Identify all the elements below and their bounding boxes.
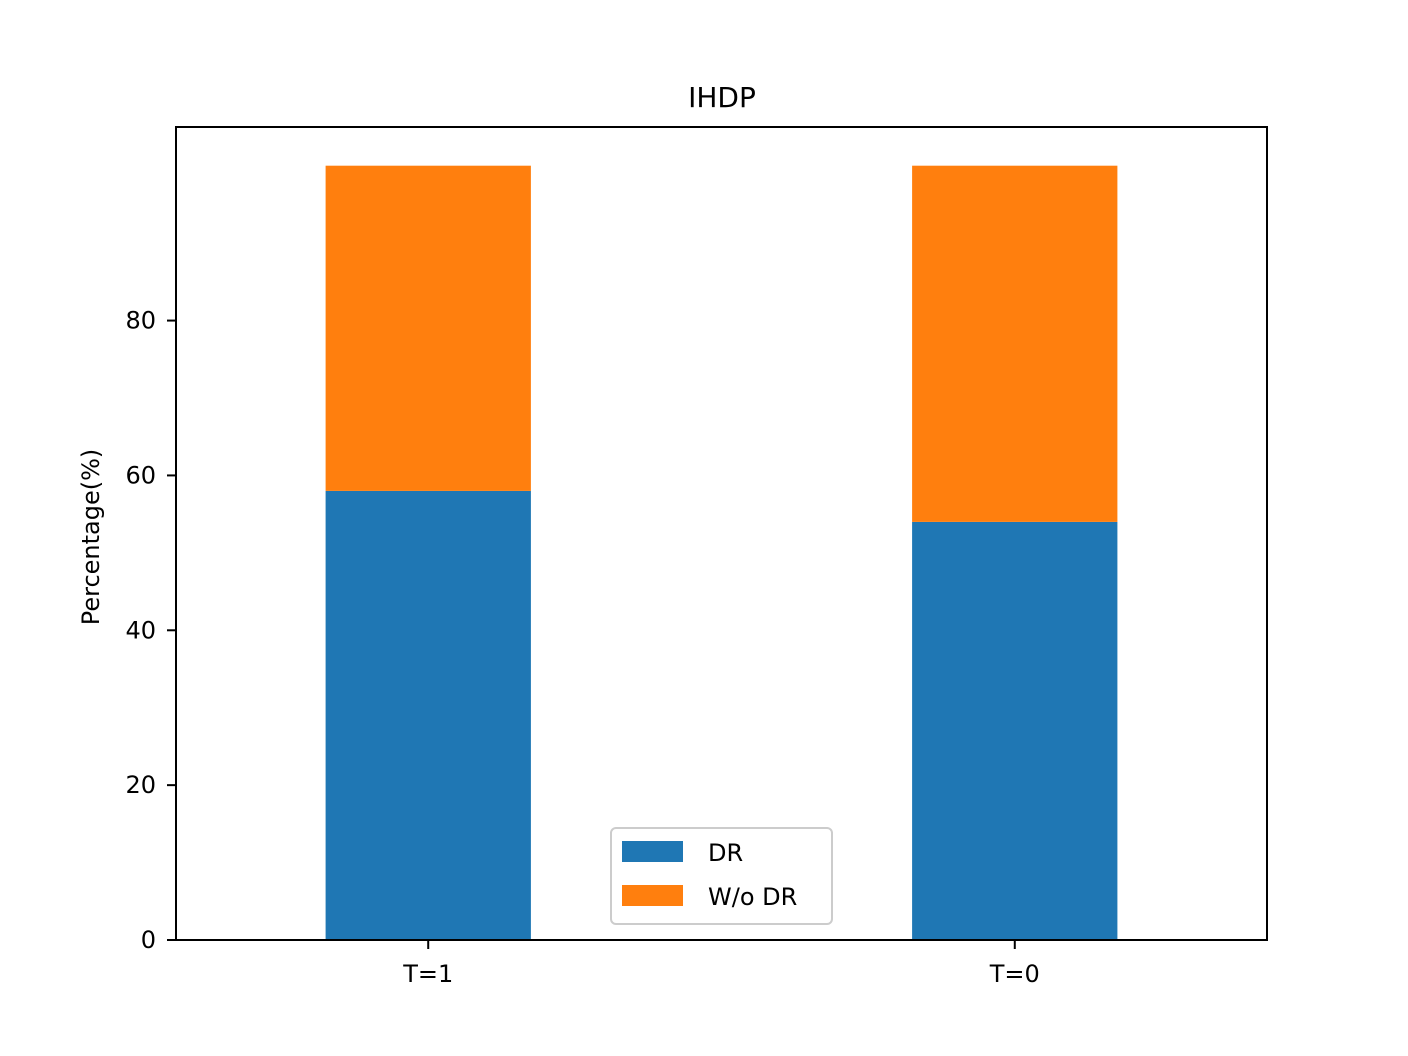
legend: DR W/o DR — [610, 827, 833, 925]
chart-title: IHDP — [688, 81, 756, 114]
bar-w-o-dr-t-1 — [325, 165, 531, 491]
y-tick-label: 40 — [125, 616, 156, 644]
bars-group — [325, 165, 1118, 940]
y-axis-label: Percentage(%) — [77, 449, 105, 626]
bar-dr-t-1 — [325, 490, 531, 940]
y-axis: 0 20 40 60 80 — [125, 307, 176, 954]
y-tick-label: 80 — [125, 307, 156, 335]
bar-w-o-dr-t-0 — [912, 165, 1118, 522]
x-tick-label: T=1 — [402, 960, 453, 988]
legend-label: W/o DR — [708, 883, 797, 911]
x-tick-label: T=0 — [989, 960, 1040, 988]
legend-swatch — [622, 841, 683, 862]
plot-frame — [175, 126, 1268, 941]
legend-label: DR — [708, 839, 743, 867]
legend-swatch — [622, 885, 683, 906]
y-tick-label: 20 — [125, 771, 156, 799]
x-axis: T=1 T=0 — [402, 940, 1040, 988]
y-tick-label: 60 — [125, 461, 156, 489]
y-tick-label: 0 — [141, 926, 156, 954]
bar-dr-t-0 — [912, 521, 1118, 940]
